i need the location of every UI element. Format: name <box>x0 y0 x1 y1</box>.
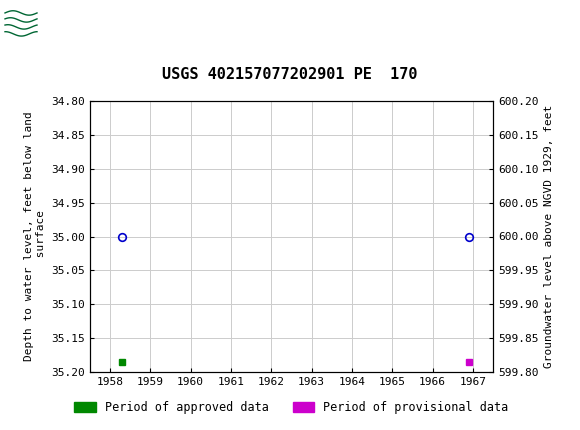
Text: USGS 402157077202901 PE  170: USGS 402157077202901 PE 170 <box>162 67 418 82</box>
Y-axis label: Groundwater level above NGVD 1929, feet: Groundwater level above NGVD 1929, feet <box>544 105 554 368</box>
Y-axis label: Depth to water level, feet below land
 surface: Depth to water level, feet below land su… <box>24 112 46 361</box>
Text: USGS: USGS <box>43 12 86 29</box>
FancyBboxPatch shape <box>4 4 38 37</box>
Legend: Period of approved data, Period of provisional data: Period of approved data, Period of provi… <box>70 396 513 419</box>
